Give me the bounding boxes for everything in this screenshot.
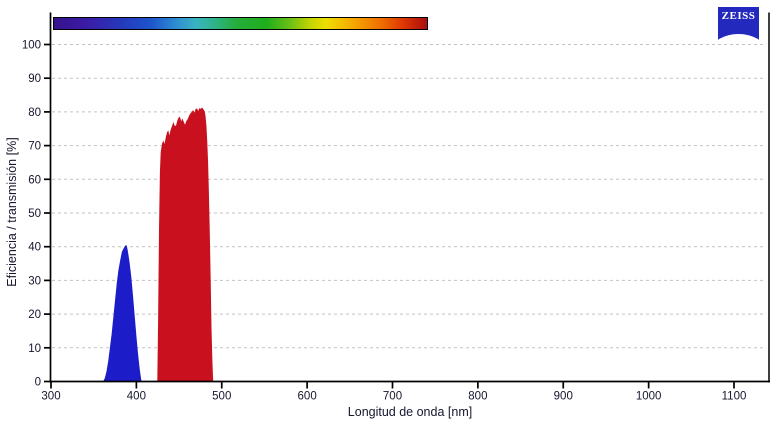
spectrum-colorbar [53,17,428,30]
y-tick-label: 30 [28,275,41,287]
y-tick-label: 10 [28,343,41,355]
y-tick-label: 80 [28,107,41,119]
y-tick-label: 100 [22,40,41,52]
y-axis-title: Eficiencia / transmisión [%] [5,137,19,287]
x-tick-label: 1000 [636,391,662,403]
x-tick-label: 800 [468,391,487,403]
y-tick-label: 40 [28,242,41,254]
y-tick-label: 60 [28,174,41,186]
zeiss-logo: ZEISS [718,7,759,41]
y-tick-label: 0 [35,377,41,389]
x-tick-label: 300 [41,391,60,403]
x-tick-label: 500 [212,391,231,403]
x-tick-label: 700 [383,391,402,403]
x-tick-label: 1100 [722,391,747,403]
lens-arc-icon [718,34,759,41]
y-tick-label: 90 [28,73,41,85]
y-tick-label: 20 [28,309,41,321]
zeiss-logo-text: ZEISS [721,10,756,22]
series-red_band-area [157,107,214,382]
y-tick-label: 50 [28,208,41,220]
x-tick-label: 900 [554,391,573,403]
x-tick-label: 400 [127,391,146,403]
series-blue_band-area [103,244,142,382]
y-tick-label: 70 [28,141,41,153]
x-axis-title: Longitud de onda [nm] [347,405,473,419]
x-tick-label: 600 [298,391,317,403]
